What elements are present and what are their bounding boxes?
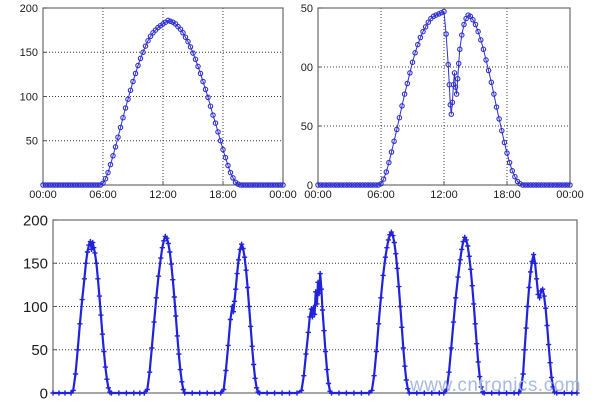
svg-text:00:00: 00:00 xyxy=(556,189,584,201)
svg-text:100: 100 xyxy=(20,91,38,103)
svg-text:0: 0 xyxy=(307,180,313,192)
svg-text:06:00: 06:00 xyxy=(367,189,395,201)
svg-text:00:00: 00:00 xyxy=(269,189,297,201)
chart-weekly-profile: 0 50 100 150 200 xyxy=(0,204,600,404)
svg-text:06:00: 06:00 xyxy=(89,189,117,201)
svg-text:50: 50 xyxy=(301,121,313,133)
svg-text:12:00: 12:00 xyxy=(430,189,458,201)
svg-text:200: 200 xyxy=(23,212,48,229)
svg-text:50: 50 xyxy=(26,136,38,148)
svg-text:150: 150 xyxy=(23,256,48,273)
chart-daily-clear-day: 00:00 06:00 12:00 18:00 00:00 50 100 150 200 xyxy=(0,0,300,204)
svg-text:100: 100 xyxy=(300,62,313,74)
svg-text:200: 200 xyxy=(20,3,38,15)
svg-text:150: 150 xyxy=(20,47,38,59)
svg-text:150: 150 xyxy=(300,3,313,15)
svg-text:18:00: 18:00 xyxy=(209,189,237,201)
svg-text:00:00: 00:00 xyxy=(304,189,332,201)
svg-text:100: 100 xyxy=(23,299,48,316)
svg-text:50: 50 xyxy=(31,342,48,359)
svg-text:18:00: 18:00 xyxy=(493,189,521,201)
svg-text:12:00: 12:00 xyxy=(149,189,177,201)
svg-text:0: 0 xyxy=(40,385,48,402)
svg-text:00:00: 00:00 xyxy=(29,189,57,201)
